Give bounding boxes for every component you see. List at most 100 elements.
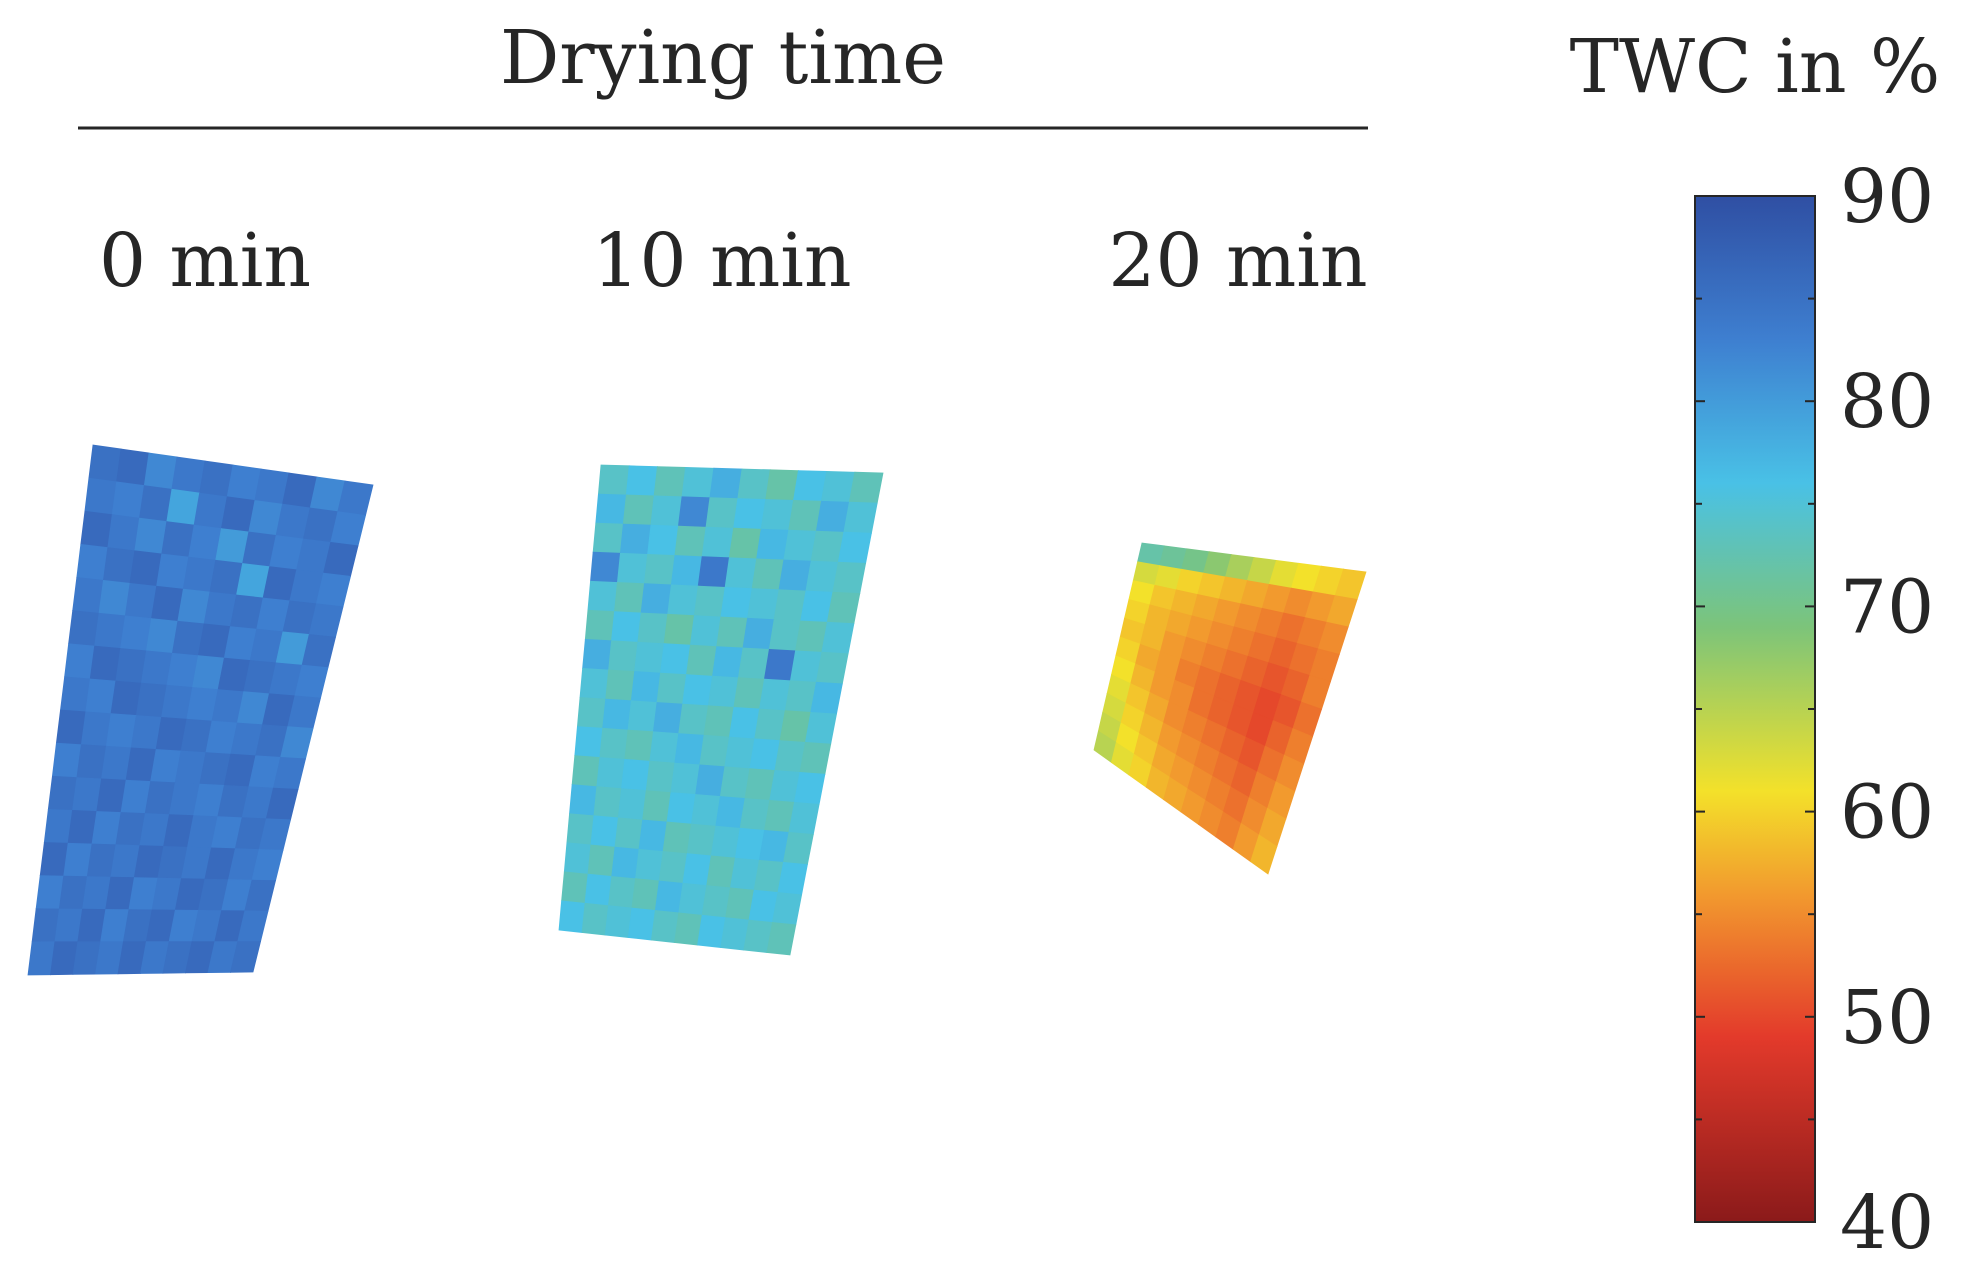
heatmap-cell	[737, 647, 770, 680]
colorbar-tick-label: 80	[1840, 359, 1934, 445]
heatmap-cell	[35, 875, 65, 910]
heatmap-cell	[793, 470, 828, 502]
heatmap-cell	[837, 531, 872, 564]
heatmap-cell	[627, 700, 658, 733]
heatmap-cell	[674, 525, 707, 558]
heatmap-cell	[171, 456, 206, 494]
heatmap-cell	[667, 584, 699, 617]
heatmap-cell	[129, 550, 163, 587]
heatmap-cell	[608, 640, 639, 672]
heatmap-cell	[654, 880, 684, 914]
heatmap-cell	[782, 831, 814, 866]
heatmap-cell	[707, 675, 739, 708]
heatmap-cell	[617, 788, 647, 821]
heatmap-cell	[832, 561, 867, 594]
heatmap-cell	[778, 559, 812, 592]
heatmap-cell	[581, 902, 609, 936]
heatmap-cell	[640, 583, 672, 615]
heatmap-cell	[686, 823, 717, 857]
heatmap-cell	[94, 612, 126, 649]
heatmap-cell	[611, 846, 640, 880]
heatmap-cell	[674, 733, 705, 766]
heatmap-cell	[596, 757, 626, 790]
heatmap-cell	[693, 585, 726, 618]
heatmap-cell	[810, 681, 843, 715]
heatmap-cell	[682, 674, 713, 707]
heatmap-cell	[68, 610, 100, 647]
heatmap-cell	[111, 481, 145, 519]
colorbar-tick-label: 70	[1840, 564, 1934, 650]
heatmap-cell	[777, 861, 808, 896]
heatmap-cell	[663, 613, 695, 646]
heatmap-cell	[102, 547, 136, 584]
heatmap-cell	[139, 485, 173, 523]
colorbar-tick-label: 90	[1840, 154, 1934, 240]
heatmap-cell	[697, 556, 730, 588]
heatmap-cell	[733, 677, 765, 710]
heatmap-panel-20min	[1093, 542, 1367, 875]
heatmap-cell	[39, 842, 69, 877]
heatmap-panel-10min	[558, 464, 884, 956]
heatmap-cell	[742, 617, 775, 650]
heatmap-cell	[143, 452, 178, 490]
heatmap-cell	[760, 499, 794, 531]
heatmap-cell	[793, 771, 826, 805]
heatmap-cell	[737, 468, 771, 500]
heatmap-cell	[705, 497, 739, 529]
colorbar	[1694, 195, 1816, 1223]
heatmap-cell	[558, 900, 586, 933]
heatmap-cell	[662, 821, 692, 855]
heatmap-cell	[619, 523, 652, 555]
heatmap-cell	[593, 786, 622, 819]
heatmap-cell	[43, 808, 73, 844]
heatmap-cell	[703, 705, 735, 738]
heatmap-cell	[84, 477, 118, 516]
heatmap-cell	[695, 764, 726, 797]
heatmap-cell	[799, 741, 832, 775]
heatmap-cell	[756, 528, 790, 561]
heatmap-cell	[716, 616, 748, 649]
heatmap-cell	[666, 792, 697, 825]
heatmap-cell	[72, 577, 104, 614]
heatmap-cell	[605, 669, 636, 702]
heatmap-cell	[670, 762, 701, 795]
heatmap-cell	[89, 645, 121, 682]
heatmap-cell	[582, 638, 612, 671]
heatmap-cell	[656, 672, 687, 705]
heatmap-cell	[574, 726, 604, 758]
heatmap-cell	[843, 501, 878, 534]
heatmap-cell	[681, 466, 715, 499]
heatmap-cell	[634, 641, 665, 674]
heatmap-cell	[98, 579, 131, 617]
heatmap-cell	[647, 524, 679, 556]
heatmap-cell	[649, 731, 680, 764]
panel-label-20min: 20 min	[1108, 218, 1367, 304]
heatmap-cell	[597, 464, 630, 496]
heatmap-cell	[47, 775, 78, 811]
heatmap-cell	[788, 801, 820, 835]
heatmap-cell	[624, 729, 654, 762]
heatmap-cell	[677, 496, 711, 528]
heatmap-cell	[563, 842, 592, 875]
heatmap-cell	[643, 553, 676, 586]
colorbar-tick-label: 50	[1840, 975, 1934, 1061]
heatmap-cell	[124, 582, 158, 620]
heatmap-cell	[595, 493, 627, 525]
heatmap-cell	[602, 698, 632, 731]
heatmap-cell	[627, 907, 656, 941]
heatmap-cell	[590, 815, 619, 848]
heatmap-cell	[689, 615, 722, 648]
heatmap-cell	[630, 671, 661, 703]
heatmap-cell	[587, 580, 618, 613]
colorbar-tick-label: 40	[1840, 1180, 1934, 1266]
heatmap-cell	[637, 612, 669, 645]
heatmap-cell	[728, 527, 762, 560]
heatmap-cell	[660, 643, 691, 676]
heatmap-cell	[229, 941, 262, 973]
heatmap-cell	[747, 588, 780, 621]
heatmap-cell	[690, 794, 721, 827]
heatmap-cell	[80, 711, 112, 747]
heatmap-cell	[804, 711, 837, 745]
heatmap-cell	[821, 621, 855, 655]
